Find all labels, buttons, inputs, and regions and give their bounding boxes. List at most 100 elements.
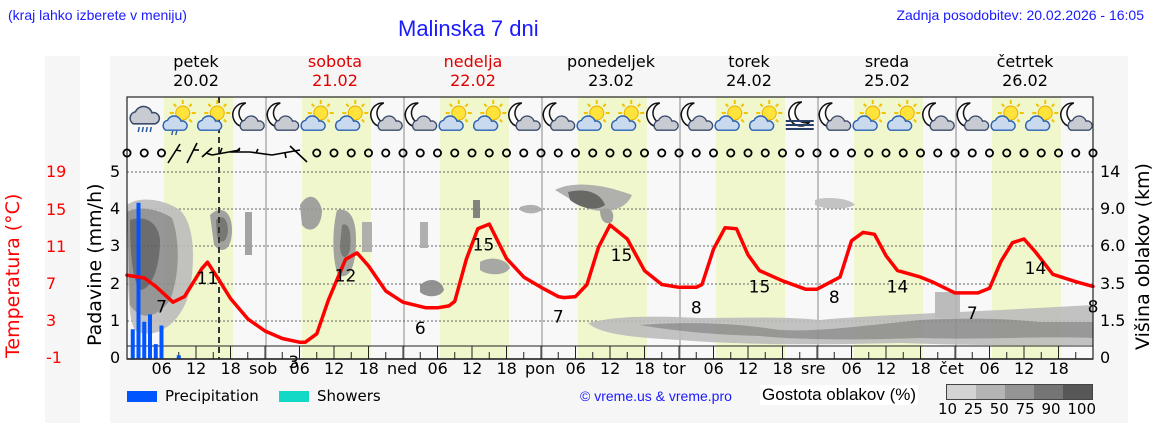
calm-wind-icon [139,148,149,158]
cloud-density-scale-labels: 10 25 50 75 90 100 [938,400,1097,418]
day-header: petek 20.02 [173,52,219,90]
x-tick: 12 [600,359,621,378]
x-tick: 18 [220,359,241,378]
calm-wind-icon [933,148,943,158]
precipitation-bar [136,202,141,359]
precipitation-bar [159,325,164,359]
temperature-label: 7 [967,304,978,324]
day-header: sobota 21.02 [307,52,363,90]
calm-wind-icon [795,148,805,158]
calm-wind-icon [640,148,650,158]
cloud-tick: 9.0 [1100,199,1126,218]
calm-wind-icon [847,148,857,158]
temperature-label: 14 [887,278,909,298]
temperature-label: 8 [691,298,702,318]
calm-wind-icon [501,148,511,158]
calm-wind-icon [709,148,719,158]
calm-wind-icon [726,148,736,158]
legend-label: Showers [317,387,381,405]
calm-wind-icon [1002,148,1012,158]
x-tick: 12 [876,359,897,378]
calm-wind-icon [691,148,701,158]
showers-swatch [279,390,309,402]
precipitation-swatch [127,390,157,402]
x-tick: sre [801,359,826,378]
temperature-label: 11 [197,269,219,289]
temperature-label: 7 [553,308,564,328]
x-tick: 18 [358,359,379,378]
temperature-label: 12 [335,266,357,286]
region-hint: (kraj lahko izberete v meniju) [8,7,187,23]
calm-wind-icon [812,148,822,158]
calm-wind-icon [985,148,995,158]
calm-wind-icon [122,148,132,158]
calm-wind-icon [432,148,442,158]
day-header: nedelja 22.02 [443,52,503,90]
temp-tick: 11 [46,237,67,256]
precip-tick: 4 [110,199,121,218]
x-tick: 18 [496,359,517,378]
precip-tick: 2 [110,274,121,293]
temperature-label: 3 [288,353,299,373]
day-header: sreda 25.02 [864,52,910,90]
moon-fog-icon [785,101,814,130]
calm-wind-icon [1071,148,1081,158]
temperature-label: 15 [749,278,771,298]
x-tick: 06 [979,359,1000,378]
temp-tick: 7 [46,274,57,293]
cloud-tick: 14 [1100,162,1121,181]
legend-precipitation: Precipitation [127,387,259,405]
temp-tick: -1 [46,348,62,367]
precip-tick: 5 [110,162,121,181]
x-tick: pon [525,359,556,378]
calm-wind-icon [829,148,839,158]
temperature-label: 7 [156,297,167,317]
x-tick: 12 [462,359,483,378]
x-tick: 06 [565,359,586,378]
x-tick: 18 [910,359,931,378]
calm-wind-icon [967,148,977,158]
calm-wind-icon [743,148,753,158]
calm-wind-icon [674,148,684,158]
temperature-label: 8 [829,288,840,308]
calm-wind-icon [363,148,373,158]
calm-wind-icon [536,148,546,158]
calm-wind-icon [346,148,356,158]
x-tick: 06 [151,359,172,378]
calm-wind-icon [916,148,926,158]
x-tick: 06 [703,359,724,378]
precipitation-bar [153,344,158,359]
temp-tick: 19 [46,162,67,181]
x-tick: 06 [289,359,310,378]
x-tick: 12 [1014,359,1035,378]
calm-wind-icon [484,148,494,158]
copyright-link[interactable]: © vreme.us & vreme.pro [580,388,732,404]
calm-wind-icon [950,148,960,158]
calm-wind-icon [553,148,563,158]
page-title: Malinska 7 dni [398,16,539,41]
precipitation-bar [148,314,152,359]
x-tick: 18 [634,359,655,378]
precipitation-bar [130,329,135,359]
temperature-label: 14 [1025,259,1047,279]
temperature-label: 6 [415,319,426,339]
precip-axis-label: Padavine (mm/h) [84,183,106,346]
temperature-axis-panel [45,56,80,423]
precip-tick: 0 [110,348,121,367]
cloud-density-scale [946,384,1093,400]
precipitation-bar [142,321,147,359]
calm-wind-icon [881,148,891,158]
sun-cloud-drizzle-icon [163,100,196,136]
precip-tick: 3 [110,236,121,255]
x-tick: ned [387,359,418,378]
temperature-label: 15 [473,236,495,256]
legend-showers: Showers [279,387,381,405]
precipitation-bar [176,355,181,359]
calm-wind-icon [312,148,322,158]
calm-wind-icon [415,148,425,158]
temperature-label: 15 [611,246,633,266]
rain-cloud-icon [129,105,161,133]
cloud-tick: 0 [1100,348,1111,367]
x-tick: 18 [1048,359,1069,378]
x-tick: 12 [738,359,759,378]
